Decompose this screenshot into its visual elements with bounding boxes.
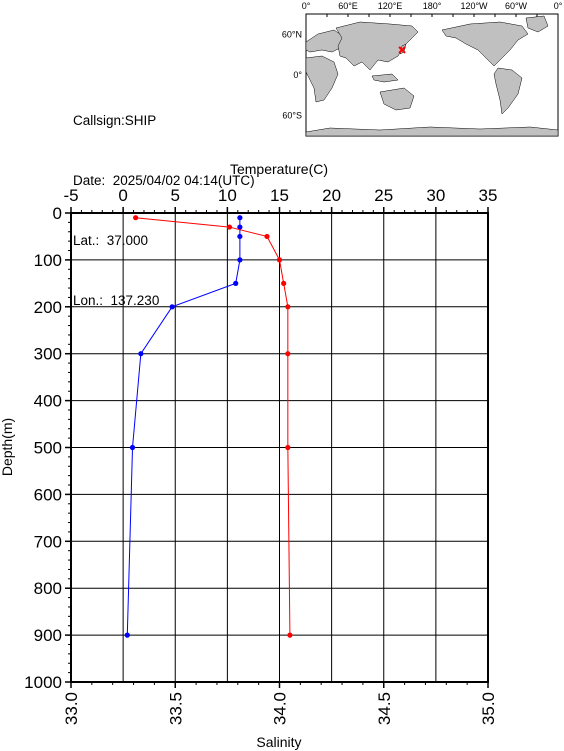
map-latitude-label: 60°S	[282, 111, 302, 121]
map-longitude-label: 120°E	[378, 1, 403, 11]
depth-tick-label: 700	[34, 532, 62, 551]
temperature-tick-label: -5	[63, 186, 78, 205]
salinity-data-point	[287, 632, 293, 638]
station-location-marker	[398, 46, 406, 54]
salinity-tick-label: 35.0	[479, 692, 498, 725]
depth-tick-label: 1000	[24, 673, 62, 692]
map-longitude-label: 60°E	[338, 1, 358, 11]
depth-tick-label: 600	[34, 485, 62, 504]
depth-tick-label: 800	[34, 579, 62, 598]
map-longitude-label: 120°W	[460, 1, 488, 11]
temperature-tick-label: 0	[118, 186, 127, 205]
salinity-tick-label: 34.5	[375, 692, 394, 725]
salinity-data-point	[133, 215, 139, 221]
depth-tick-label: 900	[34, 626, 62, 645]
temperature-tick-label: 5	[171, 186, 180, 205]
map-longitude-label: 0°	[302, 1, 311, 11]
map-longitude-label: 180°	[423, 1, 442, 11]
map-axis-ticks: 0° 60°E 120°E 180° 120°W 60°W 0° 60°N 0° 60°S	[282, 1, 563, 121]
depth-tick-label: 200	[34, 298, 62, 317]
temperature-data-point	[237, 215, 243, 221]
salinity-data-point	[281, 280, 287, 286]
salinity-tick-label: 34.0	[271, 692, 290, 725]
depth-tick-label: 500	[34, 439, 62, 458]
temperature-data-point	[237, 233, 243, 240]
map-landmasses	[305, 15, 559, 137]
salinity-data-point	[226, 224, 233, 230]
temperature-data-point	[233, 280, 239, 286]
temperature-tick-label: 10	[218, 186, 237, 205]
temperature-tick-label: 30	[426, 186, 445, 205]
salinity-axis-title: Salinity	[256, 734, 301, 750]
map-longitude-label: 0°	[554, 1, 563, 11]
salinity-data-point	[285, 444, 291, 451]
depth-tick-label: 0	[53, 204, 62, 223]
temperature-data-point	[169, 304, 175, 310]
map-latitude-label: 0°	[293, 70, 302, 80]
temperature-data-point	[124, 632, 130, 638]
temperature-axis-ticks: -5 0 5 10 15 20 25 30 35	[63, 186, 497, 213]
salinity-data-point	[285, 304, 291, 310]
salinity-tick-label: 33.0	[62, 692, 81, 725]
date-text: Date: 2025/04/02 04:14(UTC)	[73, 173, 255, 188]
location-map: 0° 60°E 120°E 180° 120°W 60°W 0° 60°N 0° 60°S	[282, 1, 563, 137]
temperature-data-point	[129, 444, 136, 451]
salinity-profile-line	[135, 217, 291, 636]
map-latitude-label: 60°N	[282, 29, 302, 39]
temperature-data-point	[237, 224, 243, 230]
temperature-tick-label: 25	[374, 186, 393, 205]
callsign-text: Callsign:SHIP	[73, 113, 157, 128]
depth-axis-title: Depth(m)	[0, 418, 15, 476]
temperature-tick-label: 15	[270, 186, 289, 205]
depth-tick-label: 300	[34, 345, 62, 364]
temperature-data-point	[237, 257, 243, 263]
temperature-tick-label: 20	[322, 186, 341, 205]
salinity-axis-ticks: 33.0 33.5 34.0 34.5 35.0	[62, 682, 498, 725]
temperature-axis-title: Temperature(C)	[230, 161, 328, 177]
temperature-data-point	[138, 351, 144, 357]
profile-series	[124, 215, 293, 638]
depth-tick-label: 400	[34, 392, 62, 411]
depth-tick-label: 100	[34, 251, 62, 270]
temperature-profile-line	[126, 217, 241, 636]
temperature-tick-label: 35	[479, 186, 498, 205]
station-marker-stroke	[398, 46, 406, 54]
latitude-text: Lat.: 37.000	[73, 233, 149, 248]
salinity-data-point	[264, 233, 270, 240]
salinity-data-point	[285, 351, 291, 357]
salinity-tick-label: 33.5	[166, 692, 185, 725]
salinity-data-point	[276, 257, 283, 263]
depth-axis-ticks: 0 100 200 300 400 500 600 700 800 900 1000	[24, 204, 71, 692]
map-longitude-label: 60°W	[505, 1, 528, 11]
